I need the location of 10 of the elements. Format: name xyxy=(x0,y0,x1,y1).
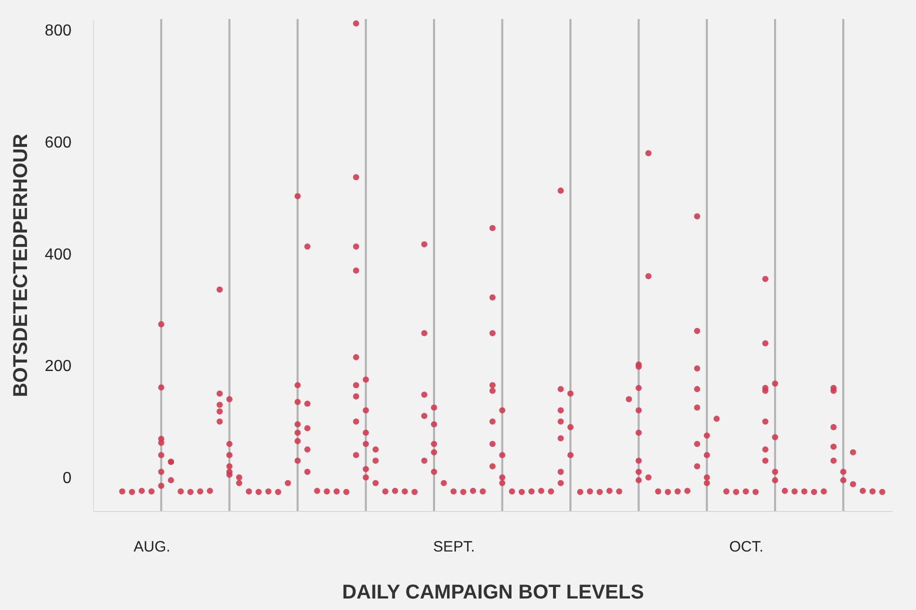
x-tick-label: AUG. xyxy=(134,538,170,556)
y-tick-label: 800 xyxy=(44,22,72,40)
y-tick-label: 0 xyxy=(62,470,72,487)
x-tick-label: SEPT. xyxy=(433,538,475,556)
y-tick-label: 400 xyxy=(44,246,72,264)
x-axis-title: DAILY CAMPAIGN BOT LEVELS xyxy=(342,582,644,604)
y-axis-title: BOTSDETECTEDPERHOUR xyxy=(10,133,32,398)
y-tick-label: 200 xyxy=(44,358,72,376)
y-tick-label: 600 xyxy=(44,134,72,152)
x-tick-label: OCT. xyxy=(729,538,764,556)
